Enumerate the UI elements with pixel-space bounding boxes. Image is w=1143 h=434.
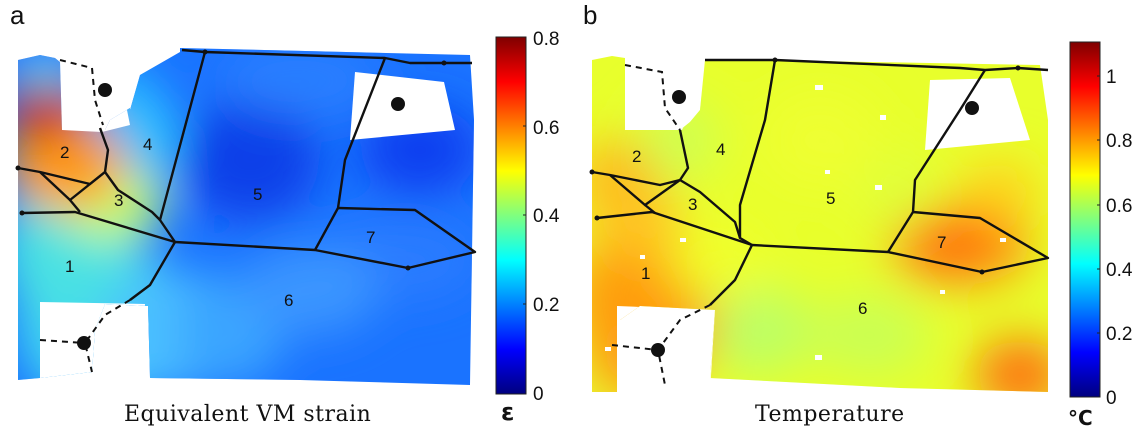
strain-unit-label: ε: [501, 398, 515, 426]
marker-dot: [965, 101, 979, 115]
temperature-tick-1: 1: [1106, 67, 1117, 88]
grain-label-4a: 4: [143, 135, 152, 154]
marker-dot: [651, 343, 665, 357]
grain-label-5b: 5: [826, 189, 835, 208]
strain-tick-0.4: 0.4: [533, 206, 560, 227]
grain-label-2a: 2: [60, 143, 69, 162]
grain-label-5a: 5: [253, 185, 262, 204]
temperature-tick-0.2: 0.2: [1106, 324, 1133, 345]
temperature-unit-label: °C: [1068, 406, 1093, 430]
panel-b-letter: b: [583, 0, 598, 30]
grain-label-1b: 1: [641, 264, 650, 283]
temperature-tick-0.6: 0.6: [1106, 196, 1133, 217]
grain-label-6a: 6: [284, 291, 293, 310]
strain-caption: Equivalent VM strain: [124, 402, 372, 427]
temperature-tick-0: 0: [1106, 388, 1117, 409]
strain-map: [15, 48, 477, 385]
temperature-caption: Temperature: [755, 402, 905, 427]
strain-tick-0.6: 0.6: [533, 118, 560, 139]
grain-label-2b: 2: [632, 147, 641, 166]
strain-tick-0.8: 0.8: [533, 29, 560, 50]
grain-label-3b: 3: [688, 195, 697, 214]
temperature-map: [589, 56, 1050, 392]
marker-dot: [98, 83, 112, 97]
strain-tick-0.2: 0.2: [533, 295, 560, 316]
marker-dot: [672, 90, 686, 104]
grain-label-3a: 3: [114, 191, 123, 210]
strain-tick-0: 0: [533, 384, 544, 405]
grain-label-6b: 6: [858, 299, 867, 318]
strain-colorbar: [495, 36, 527, 395]
grain-label-1a: 1: [65, 257, 74, 276]
panel-a-letter: a: [10, 0, 25, 30]
grain-label-7a: 7: [366, 228, 375, 247]
grain-label-4b: 4: [716, 140, 725, 159]
temperature-tick-0.8: 0.8: [1106, 131, 1133, 152]
marker-dot: [391, 97, 405, 111]
marker-dot: [77, 336, 91, 350]
grain-label-7b: 7: [937, 233, 946, 252]
temperature-colorbar: [1069, 41, 1101, 398]
temperature-tick-0.4: 0.4: [1106, 260, 1133, 281]
